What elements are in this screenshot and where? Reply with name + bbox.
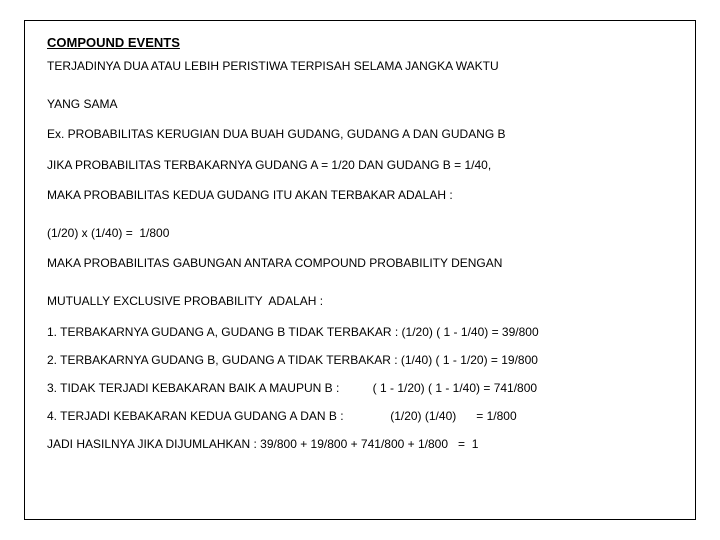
heading: COMPOUND EVENTS [47,35,673,50]
text-line: 2. TERBAKARNYA GUDANG B, GUDANG A TIDAK … [47,352,673,368]
text-line: (1/20) x (1/40) = 1/800 [47,225,673,241]
content-frame: COMPOUND EVENTS TERJADINYA DUA ATAU LEBI… [24,20,696,520]
text-line: MUTUALLY EXCLUSIVE PROBABILITY ADALAH : [47,293,673,309]
text-line: TERJADINYA DUA ATAU LEBIH PERISTIWA TERP… [47,58,673,74]
text-line: JIKA PROBABILITAS TERBAKARNYA GUDANG A =… [47,157,673,173]
text-line: Ex. PROBABILITAS KERUGIAN DUA BUAH GUDAN… [47,126,673,142]
text-line: 4. TERJADI KEBAKARAN KEDUA GUDANG A DAN … [47,408,673,424]
text-line: 3. TIDAK TERJADI KEBAKARAN BAIK A MAUPUN… [47,380,673,396]
text-line: MAKA PROBABILITAS KEDUA GUDANG ITU AKAN … [47,187,673,203]
text-line: YANG SAMA [47,96,673,112]
text-line: JADI HASILNYA JIKA DIJUMLAHKAN : 39/800 … [47,436,673,452]
text-line: MAKA PROBABILITAS GABUNGAN ANTARA COMPOU… [47,255,673,271]
text-line: 1. TERBAKARNYA GUDANG A, GUDANG B TIDAK … [47,324,673,340]
